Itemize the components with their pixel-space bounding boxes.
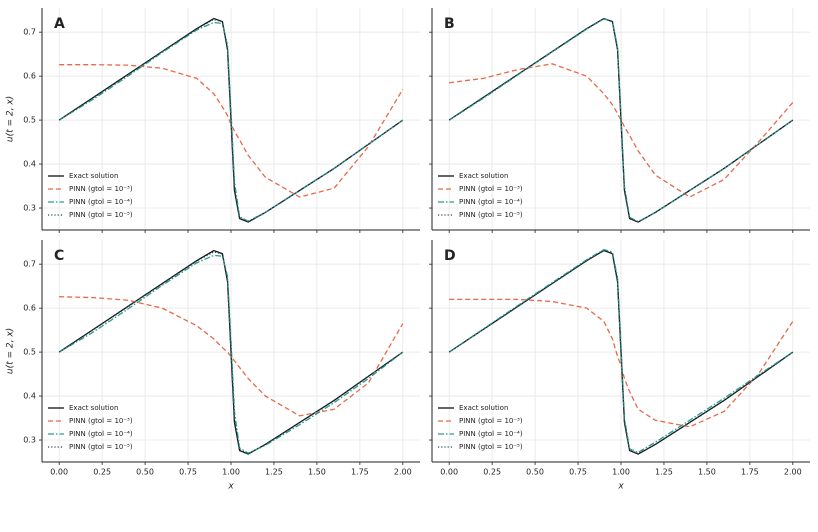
legend-label: Exact solution xyxy=(459,404,508,412)
legend-label: Exact solution xyxy=(69,404,118,412)
x-tick-label: 1.25 xyxy=(655,468,673,477)
y-tick-label: 0.7 xyxy=(23,260,36,269)
x-tick-label: 0.00 xyxy=(50,468,68,477)
series-line xyxy=(58,18,404,223)
x-tick-label: 0.75 xyxy=(569,468,587,477)
x-tick-label: 0.50 xyxy=(136,468,154,477)
x-axis-label: x xyxy=(227,482,234,492)
legend-label: PINN (gtol = 10⁻⁵) xyxy=(69,211,133,219)
series-line xyxy=(449,298,794,428)
legend-label: PINN (gtol = 10⁻⁵) xyxy=(459,443,523,451)
legend-label: PINN (gtol = 10⁻³) xyxy=(459,417,523,425)
series-line xyxy=(58,254,404,454)
legend-label: PINN (gtol = 10⁻³) xyxy=(69,185,133,193)
legend-label: PINN (gtol = 10⁻⁴) xyxy=(459,430,523,438)
legend-label: PINN (gtol = 10⁻⁴) xyxy=(69,430,133,438)
series-line xyxy=(448,17,794,223)
x-tick-label: 1.50 xyxy=(308,468,326,477)
x-tick-label: 0.75 xyxy=(179,468,197,477)
legend-label: Exact solution xyxy=(69,172,118,180)
y-axis-label: u(t = 2, x) xyxy=(6,96,16,142)
x-tick-label: 1.00 xyxy=(612,468,630,477)
x-tick-label: 0.00 xyxy=(440,468,458,477)
x-tick-label: 1.25 xyxy=(265,468,283,477)
series-line xyxy=(58,251,404,455)
series-line xyxy=(448,248,794,454)
y-tick-label: 0.5 xyxy=(23,116,36,125)
y-tick-label: 0.4 xyxy=(23,160,36,169)
y-axis-label: u(t = 2, x) xyxy=(6,328,16,374)
y-tick-label: 0.6 xyxy=(23,72,36,81)
x-tick-label: 0.25 xyxy=(483,468,501,477)
panel: 0.00 0.25 0.50 0.75 1.00 1.25 1.50 1.75 2.00 0.3 0… xyxy=(6,240,420,492)
y-tick-label: 0.6 xyxy=(23,304,36,313)
series-line xyxy=(59,64,404,198)
panel: 0.3 0.4 0.5 0.6 0.7 u(t = 2, x) A Exact solutio… xyxy=(6,8,420,233)
panel-label: D xyxy=(444,248,456,264)
series-line xyxy=(58,21,404,222)
series-line xyxy=(59,296,404,417)
panel-label: B xyxy=(444,16,455,32)
panel-label: A xyxy=(54,16,65,32)
x-tick-label: 2.00 xyxy=(784,468,802,477)
y-tick-label: 0.7 xyxy=(23,28,36,37)
x-tick-label: 0.50 xyxy=(526,468,544,477)
legend-label: PINN (gtol = 10⁻⁵) xyxy=(459,211,523,219)
x-tick-label: 0.25 xyxy=(93,468,111,477)
panel: B Exact solution PINN (gtol = 10⁻³) PINN (g… xyxy=(429,8,810,233)
x-tick-label: 1.75 xyxy=(741,468,759,477)
y-tick-label: 0.3 xyxy=(23,436,36,445)
x-tick-label: 1.75 xyxy=(351,468,369,477)
x-axis-label: x xyxy=(617,482,624,492)
series-line xyxy=(449,63,794,198)
legend-label: PINN (gtol = 10⁻⁵) xyxy=(69,443,133,451)
legend-label: PINN (gtol = 10⁻⁴) xyxy=(69,198,133,206)
y-tick-label: 0.3 xyxy=(23,204,36,213)
legend-label: PINN (gtol = 10⁻⁴) xyxy=(459,198,523,206)
y-tick-label: 0.5 xyxy=(23,348,36,357)
x-tick-label: 1.50 xyxy=(698,468,716,477)
series-line xyxy=(448,249,794,455)
legend-label: PINN (gtol = 10⁻³) xyxy=(69,417,133,425)
panel-label: C xyxy=(54,248,64,264)
x-tick-label: 2.00 xyxy=(394,468,412,477)
y-tick-label: 0.4 xyxy=(23,392,36,401)
panel: 0.00 0.25 0.50 0.75 1.00 1.25 1.50 1.75 2.00 x D Ex… xyxy=(429,240,810,492)
legend-label: Exact solution xyxy=(459,172,508,180)
legend-label: PINN (gtol = 10⁻³) xyxy=(459,185,523,193)
x-tick-label: 1.00 xyxy=(222,468,240,477)
